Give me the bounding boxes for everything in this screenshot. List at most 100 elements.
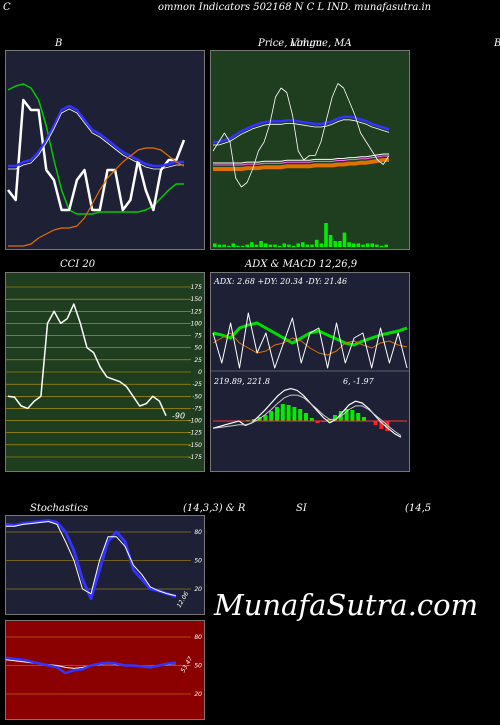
macd-histogram-bar <box>333 415 337 421</box>
volume-bar <box>277 245 282 247</box>
price-overlap-label: Limgu <box>290 38 323 49</box>
price-ma-long-line <box>213 158 389 171</box>
rsi-panel: 80 50 20 53.47 <box>5 620 205 720</box>
volume-bar <box>287 244 291 247</box>
volume-bar <box>236 245 240 247</box>
volume-bar <box>231 243 236 247</box>
macd-histogram-bar <box>356 413 361 421</box>
cci-chart: 175 150 125 100 75 50 25 0 -25 -50 -75 -100 -125 -150… <box>6 284 203 461</box>
bollinger-series-line <box>7 98 186 212</box>
cci-tick-label: -175 <box>188 454 202 461</box>
macd-histogram-bar <box>327 419 332 421</box>
volume-bar <box>347 242 351 247</box>
stochastics-params: (14,3,3) & R <box>183 503 246 514</box>
bollinger-middle-shadow-line <box>8 108 184 170</box>
volume-bar <box>361 244 365 247</box>
rsi-tick-label: 80 <box>194 634 202 641</box>
volume-bar <box>342 232 347 247</box>
volume-bar <box>263 243 268 247</box>
volume-bar <box>379 245 384 247</box>
macd-histogram-bar <box>280 404 285 421</box>
macd-histogram-bar <box>344 409 349 421</box>
cci-tick-label: 25 <box>194 357 202 364</box>
stochastics-panel: 80 50 20 12.06 <box>5 515 205 615</box>
macd-histogram-bar <box>379 421 384 429</box>
macd-histogram-bar <box>251 419 256 421</box>
adx-values-text: ADX: 2.68 +DY: 20.34 -DY: 21.46 <box>213 277 347 286</box>
rsi-chart: 80 50 20 53.47 <box>6 634 202 698</box>
macd-histogram-bar <box>373 421 378 425</box>
macd-histogram-bar <box>315 421 320 423</box>
volume-bar <box>351 243 356 247</box>
volume-bar <box>375 244 379 247</box>
macd-values-text-left: 219.89, 221.8 <box>213 377 270 386</box>
price-close-line <box>212 83 390 188</box>
cci-panel: 175 150 125 100 75 50 25 0 -25 -50 -75 -100 -125 -150… <box>5 272 205 472</box>
price-label: Price, Volume, MA <box>258 38 352 49</box>
macd-histogram-bar <box>350 410 355 421</box>
volume-bar <box>226 245 231 247</box>
header-left-letter: C <box>3 2 11 13</box>
stochastics-d-line <box>6 521 177 597</box>
adx-white-line <box>212 312 408 369</box>
macd-values-text-right: 6, -1.97 <box>343 377 375 386</box>
volume-bar <box>384 244 388 247</box>
bollinger-chart <box>7 83 186 247</box>
cci-tick-label: -100 <box>188 418 202 425</box>
cci-tick-label: 125 <box>191 308 203 315</box>
volume-bar <box>296 243 300 247</box>
bollinger-panel <box>5 50 205 250</box>
macd-histogram-bar <box>263 415 268 421</box>
bollinger-series-line <box>8 104 184 168</box>
adx-orange-line <box>212 332 408 356</box>
cci-tick-label: -125 <box>188 430 202 437</box>
cci-tick-label: 100 <box>191 320 203 327</box>
stochastics-tick-label: 50 <box>194 558 202 565</box>
cci-tick-label: -25 <box>192 381 202 388</box>
volume-bar <box>365 243 370 247</box>
stochastics-value-label: 12.06 <box>176 590 191 609</box>
cci-tick-label: 175 <box>191 284 203 291</box>
volume-bar <box>333 241 337 247</box>
volume-bar <box>282 243 287 247</box>
volume-bar <box>301 242 305 247</box>
cci-tick-label: 150 <box>191 296 203 303</box>
volume-bar <box>319 243 324 247</box>
volume-bar <box>328 235 333 247</box>
adx-macd-chart: ADX: 2.68 +DY: 20.34 -DY: 21.46 219.89, 2… <box>211 277 409 438</box>
volume-bar <box>370 243 375 247</box>
volume-bar <box>356 243 361 247</box>
macd-histogram-bar <box>292 407 297 421</box>
cci-tick-label: 0 <box>198 369 202 376</box>
stochastics-k-line <box>6 519 177 600</box>
bollinger-series-line <box>8 147 185 247</box>
macd-histogram-bar <box>269 411 274 421</box>
volume-bar <box>291 245 296 247</box>
cci-line <box>7 303 167 417</box>
macd-signal-line <box>212 394 402 437</box>
volume-bar <box>273 244 277 247</box>
volume-bar <box>324 223 328 247</box>
macd-histogram-bar <box>385 421 390 431</box>
watermark: MunafaSutra.com <box>214 588 479 622</box>
volume-bar <box>213 243 217 247</box>
stochastics-label: Stochastics <box>30 503 88 514</box>
rsi-tick-label: 20 <box>194 691 202 698</box>
volume-bar <box>310 244 314 247</box>
macd-histogram-bar <box>362 417 366 421</box>
macd-histogram-bar <box>304 413 308 421</box>
macd-histogram-bar <box>286 405 291 421</box>
volume-bar <box>254 244 259 247</box>
macd-histogram-bar <box>298 409 303 421</box>
volume-bar <box>305 244 310 247</box>
cci-tick-label: -150 <box>188 442 202 449</box>
adx-label: ADX & MACD 12,26,9 <box>245 259 358 270</box>
rsi-tick-label: 50 <box>194 663 202 670</box>
price-ma-white-line <box>213 153 389 164</box>
volume-bar <box>268 244 273 247</box>
volume-bar <box>222 244 226 247</box>
adx-macd-panel: ADX: 2.68 +DY: 20.34 -DY: 21.46 219.89, 2… <box>210 272 410 472</box>
price-right-letter: B <box>494 38 500 49</box>
rsi-value-label: 53.47 <box>180 655 195 674</box>
